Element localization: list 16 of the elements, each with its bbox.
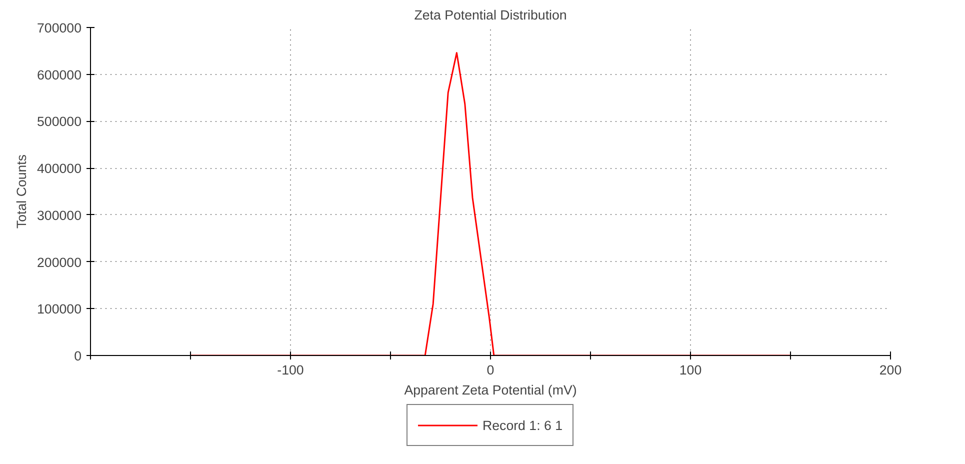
y-tick-label: 700000 (37, 20, 82, 36)
y-tick-label: 0 (74, 348, 82, 364)
y-axis-title: Total Counts (14, 154, 30, 229)
y-tick-label: 300000 (37, 208, 82, 223)
y-tick-label: 400000 (37, 161, 82, 176)
x-tick-label: 100 (679, 362, 702, 378)
x-tick-label: -100 (277, 362, 304, 378)
y-tick-label: 200000 (37, 254, 82, 270)
chart-title: Zeta Potential Distribution (414, 8, 567, 22)
y-tick-label: 600000 (37, 67, 82, 82)
legend-label: Record 1: 6 1 (482, 418, 563, 432)
y-tick-label: 500000 (37, 114, 82, 130)
x-tick-label: 200 (879, 362, 902, 378)
x-tick-label: 0 (486, 362, 494, 378)
y-tick-label: 100000 (37, 302, 82, 317)
x-axis-title: Apparent Zeta Potential (mV) (404, 382, 577, 398)
